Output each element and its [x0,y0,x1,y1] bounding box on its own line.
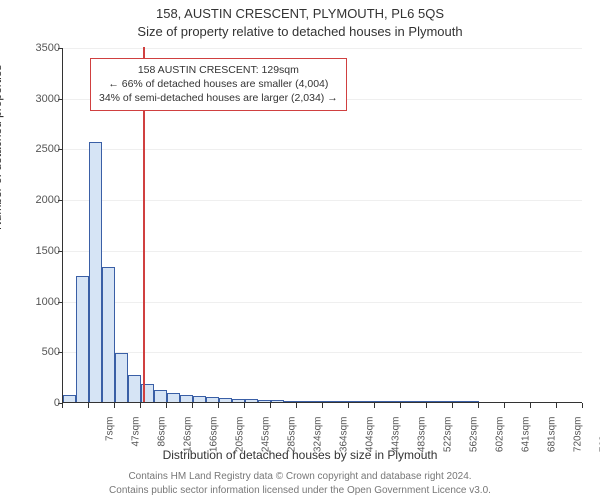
histogram-bar [323,401,336,402]
x-tick-label: 483sqm [417,417,428,467]
x-tick-mark [374,403,375,408]
info-line-smaller: ← 66% of detached houses are smaller (4,… [99,77,338,91]
x-tick-label: 245sqm [261,417,272,467]
y-axis-label: Number of detached properties [0,65,4,230]
x-tick-mark [296,403,297,408]
x-tick-mark [166,403,167,408]
x-tick-label: 522sqm [443,417,454,467]
x-tick-label: 720sqm [573,417,584,467]
property-info-box: 158 AUSTIN CRESCENT: 129sqm← 66% of deta… [90,58,347,111]
histogram-bar [414,401,427,402]
chart-title-address: 158, AUSTIN CRESCENT, PLYMOUTH, PL6 5QS [0,6,600,21]
grid-line [63,149,582,150]
info-line-larger: 34% of semi-detached houses are larger (… [99,91,338,105]
x-tick-mark [556,403,557,408]
histogram-bar [453,401,466,402]
grid-line [63,48,582,49]
grid-line [63,251,582,252]
x-tick-mark [322,403,323,408]
x-tick-mark [452,403,453,408]
x-tick-mark [426,403,427,408]
histogram-bar [167,393,180,402]
histogram-bar [401,401,414,402]
histogram-bar [258,400,271,402]
x-tick-mark [530,403,531,408]
histogram-bar [466,401,479,402]
x-tick-label: 86sqm [157,417,168,467]
x-tick-mark [478,403,479,408]
histogram-bar [206,397,219,402]
y-tick-label: 500 [24,346,60,358]
histogram-bar [115,353,128,402]
histogram-bar [388,401,401,402]
y-tick-label: 0 [24,397,60,409]
y-tick-label: 1000 [24,296,60,308]
x-tick-mark [582,403,583,408]
x-tick-label: 166sqm [209,417,220,467]
histogram-bar [89,142,102,402]
histogram-bar [284,401,297,402]
x-tick-mark [244,403,245,408]
histogram-bar [219,398,232,402]
grid-line [63,352,582,353]
x-tick-label: 404sqm [365,417,376,467]
x-tick-mark [62,403,63,408]
x-tick-mark [348,403,349,408]
y-tick-label: 2000 [24,194,60,206]
chart-container: { "titles": { "line1": "158, AUSTIN CRES… [0,0,600,500]
x-tick-label: 364sqm [339,417,350,467]
x-tick-label: 47sqm [131,417,142,467]
x-tick-label: 126sqm [183,417,194,467]
histogram-bar [76,276,89,402]
x-tick-label: 641sqm [521,417,532,467]
histogram-bar [245,399,258,402]
y-tick-label: 3000 [24,93,60,105]
x-tick-mark [504,403,505,408]
x-tick-label: 681sqm [547,417,558,467]
histogram-bar [102,267,115,402]
histogram-bar [271,400,284,402]
grid-line [63,200,582,201]
histogram-bar [232,399,245,402]
histogram-bar [63,395,76,402]
histogram-bar [193,396,206,402]
histogram-bar [427,401,440,402]
x-tick-mark [88,403,89,408]
x-tick-mark [114,403,115,408]
histogram-bar [180,395,193,402]
x-tick-label: 324sqm [313,417,324,467]
x-tick-label: 443sqm [391,417,402,467]
histogram-bar [154,390,167,402]
x-axis-label: Distribution of detached houses by size … [0,448,600,462]
footer-copyright-2: Contains public sector information licen… [0,485,600,496]
info-line-size: 158 AUSTIN CRESCENT: 129sqm [99,63,338,77]
histogram-bar [362,401,375,402]
x-tick-label: 205sqm [235,417,246,467]
x-tick-mark [140,403,141,408]
y-tick-label: 2500 [24,143,60,155]
histogram-bar [297,401,310,402]
y-tick-label: 3500 [24,42,60,54]
x-tick-label: 602sqm [495,417,506,467]
x-tick-label: 7sqm [105,417,116,467]
chart-title-subtitle: Size of property relative to detached ho… [0,24,600,39]
histogram-bar [349,401,362,402]
histogram-bar [440,401,453,402]
x-tick-mark [270,403,271,408]
histogram-bar [375,401,388,402]
x-tick-label: 285sqm [287,417,298,467]
x-tick-mark [400,403,401,408]
histogram-bar [310,401,323,402]
histogram-bar [336,401,349,402]
grid-line [63,302,582,303]
histogram-bar [128,375,141,402]
y-tick-label: 1500 [24,245,60,257]
x-tick-mark [218,403,219,408]
x-tick-label: 562sqm [469,417,480,467]
footer-copyright-1: Contains HM Land Registry data © Crown c… [0,471,600,482]
x-tick-mark [192,403,193,408]
